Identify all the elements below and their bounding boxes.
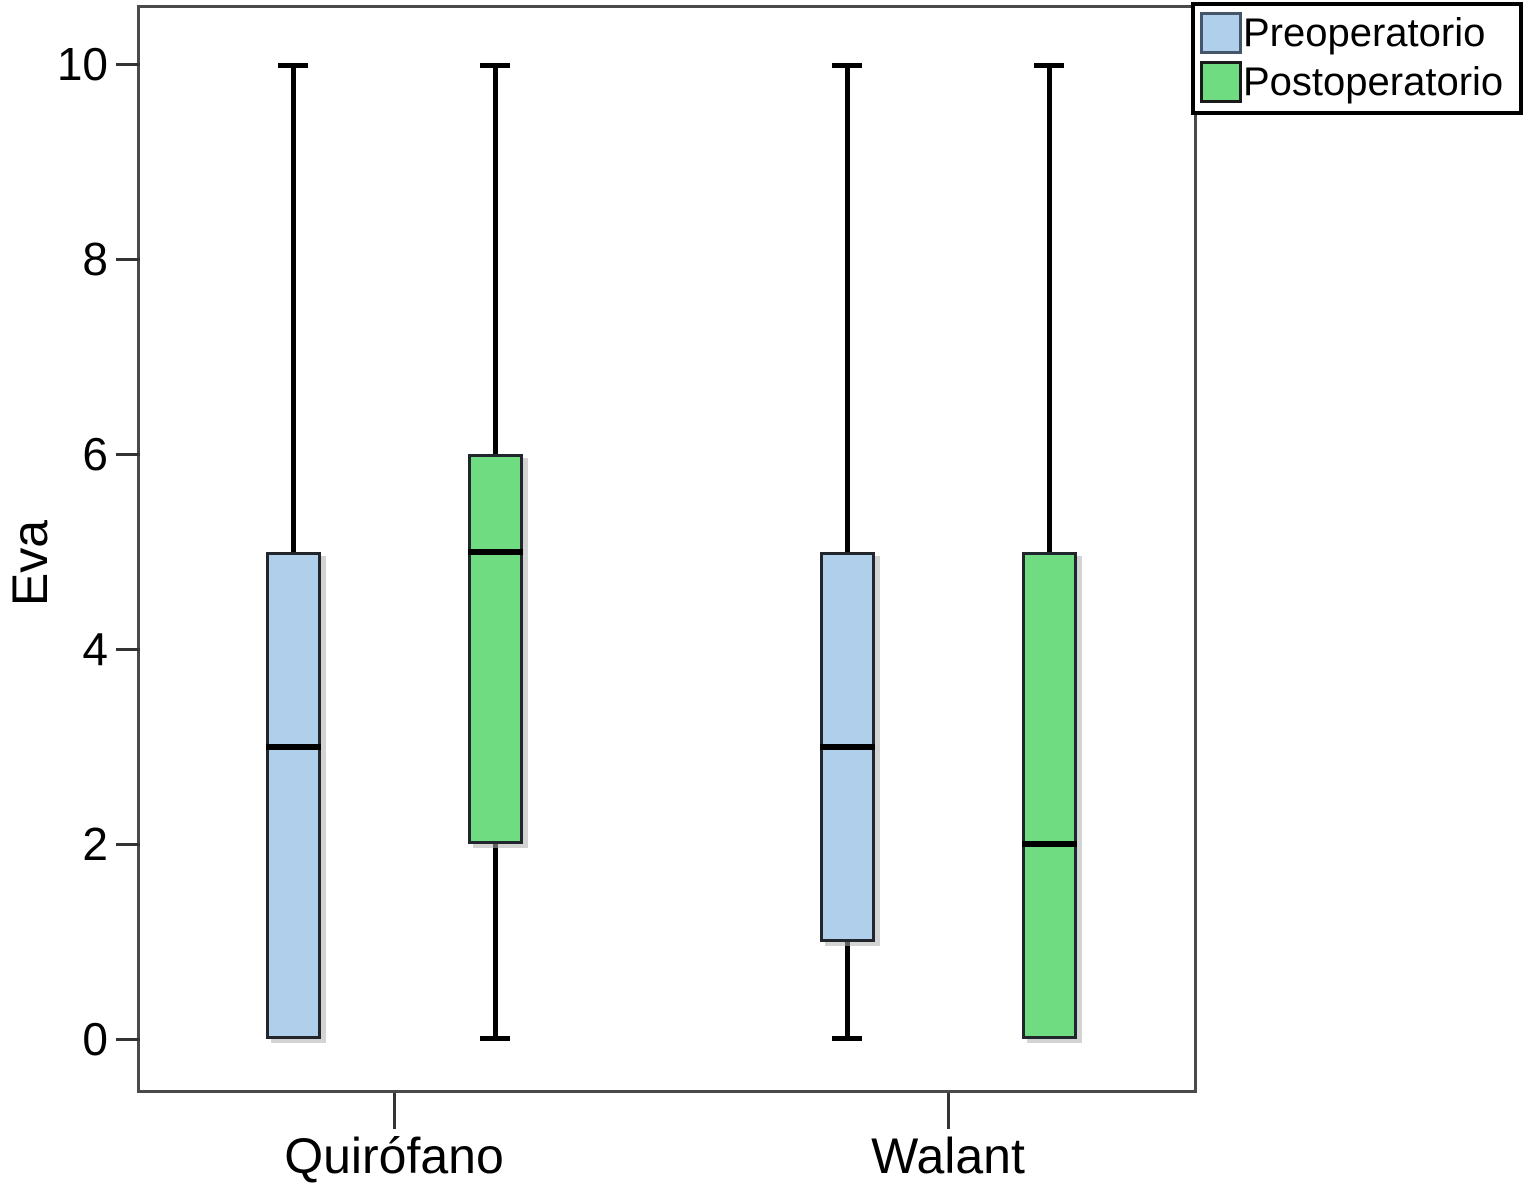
y-tick-mark [116,842,140,846]
lower-whisker-cap [480,1036,510,1041]
legend-item-preoperatorio: Preoperatorio [1200,11,1517,55]
lower-whisker [844,941,850,1039]
legend: Preoperatorio Postoperatorio [1191,2,1523,115]
x-tick-mark [392,1093,396,1129]
legend-swatch-postoperatorio [1200,61,1242,103]
median-line [265,743,321,750]
x-category-label-quirofano: Quirófano [284,1128,504,1184]
upper-whisker [1046,64,1052,552]
y-tick-mark [116,257,140,261]
y-tick-label: 2 [82,818,108,870]
upper-whisker-cap [278,63,308,68]
box-preoperatorio-quirófano [265,551,321,1039]
y-tick-mark [116,1037,140,1041]
upper-whisker [844,64,850,552]
median-line [819,743,875,750]
y-tick-label: 4 [82,623,108,675]
box-postoperatorio-walant [1021,551,1077,1039]
upper-whisker-cap [1034,63,1064,68]
legend-swatch-preoperatorio [1200,12,1242,54]
legend-label-preoperatorio: Preoperatorio [1243,11,1486,55]
upper-whisker-cap [480,63,510,68]
lower-whisker [492,844,498,1039]
upper-whisker [290,64,296,552]
x-tick-mark [946,1093,950,1129]
box-postoperatorio-quirófano [467,454,523,844]
upper-whisker [492,64,498,454]
y-tick-mark [116,647,140,651]
y-tick-label: 10 [56,38,108,90]
y-tick-label: 6 [82,428,108,480]
y-tick-label: 8 [82,233,108,285]
legend-label-postoperatorio: Postoperatorio [1243,60,1504,104]
x-category-label-walant: Walant [871,1128,1025,1184]
y-tick-label: 0 [82,1013,108,1065]
y-tick-mark [116,62,140,66]
legend-item-postoperatorio: Postoperatorio [1200,60,1517,104]
lower-whisker-cap [832,1036,862,1041]
y-axis-title: Eva [2,519,58,607]
median-line [467,548,523,555]
upper-whisker-cap [832,63,862,68]
plot-area [137,5,1197,1093]
median-line [1021,841,1077,847]
y-tick-mark [116,452,140,456]
